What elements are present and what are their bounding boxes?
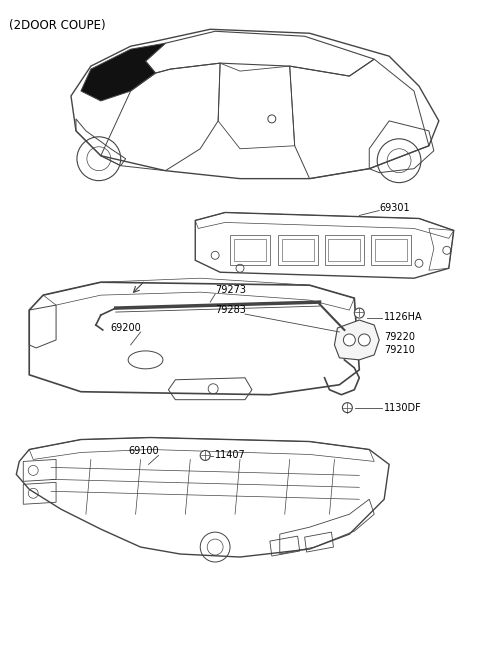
Text: 11407: 11407 — [215, 451, 246, 461]
Circle shape — [354, 308, 364, 318]
Circle shape — [342, 403, 352, 413]
Text: 79273: 79273 — [215, 285, 246, 295]
Text: 79220: 79220 — [384, 332, 415, 342]
Text: 79283: 79283 — [215, 305, 246, 315]
Text: 1126HA: 1126HA — [384, 312, 423, 322]
Circle shape — [343, 334, 355, 346]
Circle shape — [358, 334, 370, 346]
Text: (2DOOR COUPE): (2DOOR COUPE) — [9, 19, 106, 32]
Text: 79210: 79210 — [384, 345, 415, 355]
Text: 1130DF: 1130DF — [384, 403, 422, 413]
Text: 69200: 69200 — [111, 323, 142, 333]
Polygon shape — [335, 320, 379, 360]
Text: 69301: 69301 — [379, 203, 410, 213]
Polygon shape — [81, 43, 166, 101]
Text: 69100: 69100 — [129, 447, 159, 457]
Circle shape — [200, 451, 210, 461]
